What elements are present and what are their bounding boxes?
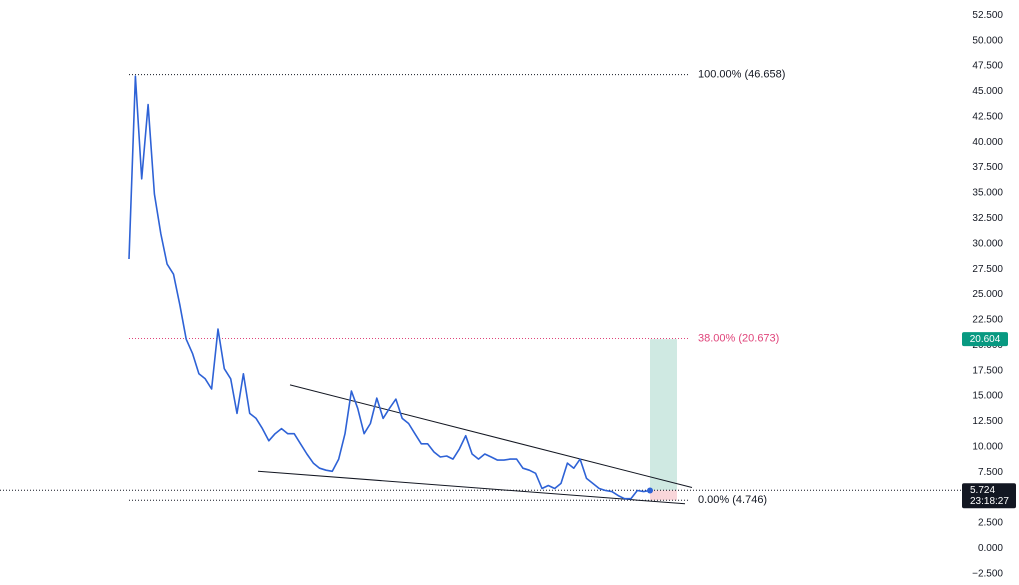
y-tick-label: 10.000 — [972, 442, 1003, 453]
fib-label: 100.00% (46.658) — [698, 68, 785, 80]
y-tick-label: 27.500 — [972, 264, 1003, 275]
y-tick-label: 30.000 — [972, 238, 1003, 249]
price-line-series — [128, 75, 651, 500]
fib-label: 0.00% (4.746) — [698, 494, 767, 506]
y-tick-label: 17.500 — [972, 365, 1003, 376]
trendline — [257, 470, 686, 505]
price-tag-label: 5.724 — [970, 485, 995, 496]
y-tick-label: 52.500 — [972, 10, 1003, 21]
y-tick-label: 35.000 — [972, 188, 1003, 199]
y-tick-label: 22.500 — [972, 315, 1003, 326]
y-tick-label: 0.000 — [978, 543, 1003, 554]
y-tick-label: 7.500 — [978, 467, 1003, 478]
profit-zone — [650, 339, 677, 491]
y-tick-label: 25.000 — [972, 289, 1003, 300]
target-tag-label: 20.604 — [970, 334, 1001, 345]
y-tick-label: −2.500 — [972, 568, 1003, 579]
y-tick-label: 32.500 — [972, 213, 1003, 224]
y-tick-label: 47.500 — [972, 61, 1003, 72]
y-tick-label: 45.000 — [972, 86, 1003, 97]
last-point — [647, 487, 653, 494]
countdown: 23:18:27 — [970, 496, 1009, 507]
y-tick-label: 50.000 — [972, 35, 1003, 46]
y-tick-label: 40.000 — [972, 137, 1003, 148]
target-tag — [962, 332, 1008, 347]
y-tick-label: 2.500 — [978, 518, 1003, 529]
y-tick-label: 15.000 — [972, 391, 1003, 402]
fib-label: 38.00% (20.673) — [698, 332, 779, 344]
y-tick-label: 37.500 — [972, 162, 1003, 173]
trendline — [289, 384, 693, 488]
y-tick-label: 42.500 — [972, 111, 1003, 122]
loss-zone — [650, 490, 677, 501]
price-tag — [962, 483, 1016, 509]
y-tick-label: 12.500 — [972, 416, 1003, 427]
